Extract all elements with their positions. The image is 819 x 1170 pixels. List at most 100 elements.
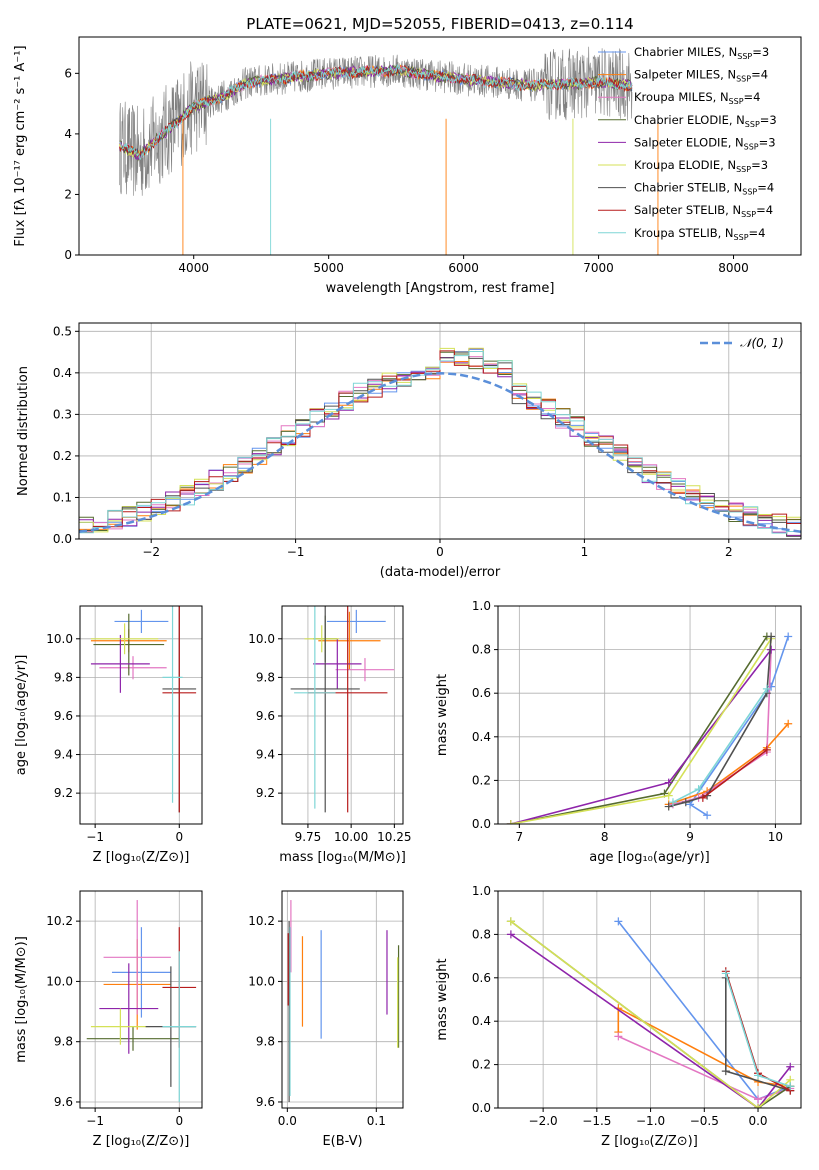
weight-marker [754,1071,763,1080]
y-axis-label: age [log₁₀(age/yr)] [14,655,29,776]
x-tick-label: −1.0 [636,1114,665,1128]
legend-subscript: SSP [734,233,749,242]
y-tick-label: 10.2 [248,914,275,928]
y-tick-label: 0.4 [53,366,72,380]
y-tick-label: 0.6 [472,686,491,700]
x-tick-label: 4000 [178,261,209,275]
y-tick-label: 0.3 [53,407,72,421]
weight-marker [767,682,776,691]
weight-marker [614,1032,623,1041]
legend-label: Kroupa ELODIE, NSSP=3 [634,158,768,174]
axes-frame [281,605,404,825]
x-tick-label: 8000 [718,261,749,275]
panel-age-vs-mass: 9.75 10.00 10.25 9.2 9.4 9.6 9.8 10.0 mass [log₁… [248,605,412,865]
x-tick-label: −2 [142,545,160,559]
x-tick-label: 7 [516,830,524,844]
x-tick-label: 0.0 [278,1114,297,1128]
y-tick-label: 10.0 [248,974,275,988]
y-tick-label: 1.0 [472,884,491,898]
axes-frame [79,890,203,1109]
weight-line [702,749,768,799]
legend-subscript: SSP [736,165,751,174]
legend-subscript: SSP [729,97,744,106]
panel-age-vs-z: −1 0 9.2 9.4 9.6 9.8 10.0 Z [log₁₀(Z/Z⊙)] age [l… [14,605,203,865]
legend-tail: =3 [760,113,777,127]
y-tick-label: 9.2 [54,786,73,800]
y-axis-label: mass weight [435,674,450,756]
y-tick-label: 0.4 [472,1014,491,1028]
panel-mass-vs-ebv: 0.0 0.1 9.6 9.8 10.0 10.2 E(B-V) [248,890,404,1149]
y-tick-label: 0.1 [53,490,72,504]
weight-marker [721,969,730,978]
model-spectrum-line [119,64,633,162]
y-tick-label: 0.8 [472,927,491,941]
x-axis-label: E(B-V) [322,1134,362,1149]
legend-label: Chabrier ELODIE, NSSP=3 [634,113,777,129]
y-tick-label: 9.4 [256,748,275,762]
x-axis-label: Z [log₁₀(Z/Z⊙)] [93,1134,190,1149]
x-tick-label: 1 [581,545,589,559]
y-tick-label: 9.8 [256,670,275,684]
y-tick-label: 9.8 [54,670,73,684]
weight-marker [681,798,690,807]
axes-frame [497,605,802,825]
weight-marker [694,785,703,794]
x-tick-label: 0 [175,830,183,844]
y-tick-label: 0.0 [472,817,491,831]
weight-marker [664,778,673,787]
y-tick-label: 0.4 [472,730,491,744]
histogram-step [79,351,801,539]
x-axis-label: wavelength [Angstrom, rest frame] [326,281,555,296]
plot-area [90,606,197,813]
legend-label: Kroupa STELIB, NSSP=4 [634,226,765,242]
weight-marker [754,1095,763,1104]
y-tick-label: 4 [64,127,72,141]
weight-line [510,933,791,1108]
y-tick-label: 0.0 [53,532,72,546]
y-axis-label: mass [log₁₀(M/M⊙)] [14,936,29,1063]
plot-area [79,347,801,539]
model-spectrum-line [119,64,633,160]
axes-frame [78,36,802,256]
y-tick-label: 10.2 [46,914,73,928]
legend-tail: =4 [756,203,773,217]
weight-marker [506,930,515,939]
weight-marker [762,745,771,754]
plot-area [506,917,795,1108]
panel-spectrum: 4000 5000 6000 7000 8000 0 2 4 6 wavelength [Angs… [13,36,802,296]
legend-subscript: SSP [736,75,751,84]
x-axis-label: Z [log₁₀(Z/Z⊙)] [601,1134,698,1149]
weight-marker [786,1082,795,1091]
data-spectrum-line [119,46,633,196]
figure-title: PLATE=0621, MJD=52055, FIBERID=0413, z=0… [246,15,633,33]
weight-marker [698,793,707,802]
x-tick-label: 9 [686,830,694,844]
x-axis-label: (data-model)/error [380,565,501,580]
y-tick-label: 9.4 [54,748,73,762]
y-tick-label: 10.0 [46,632,73,646]
legend-subscript: SSP [744,142,759,151]
weight-marker [506,917,515,926]
y-tick-label: 6 [64,66,72,80]
y-tick-label: 10.0 [248,632,275,646]
weight-marker [784,719,793,728]
y-tick-label: 9.2 [256,786,275,800]
legend-label: Kroupa MILES, NSSP=4 [634,90,760,106]
panel-weight-vs-age: 7 8 9 10 0.0 0.2 0.4 0.6 0.8 1.0 age [log₁₀(age/yr… [435,599,802,865]
weight-line [510,636,768,824]
legend-label: Salpeter STELIB, NSSP=4 [634,203,773,219]
x-tick-label: 6000 [448,261,479,275]
weight-marker [506,820,515,824]
normal-reference-curve [79,372,801,533]
weight-marker [762,684,771,693]
y-tick-label: 2 [64,187,72,201]
legend-label: Chabrier STELIB, NSSP=4 [634,181,774,197]
y-tick-label: 9.6 [54,1095,73,1109]
x-tick-label: 2 [725,545,733,559]
x-tick-label: 0 [436,545,444,559]
x-tick-label: −1 [86,830,104,844]
legend-tail: =4 [751,68,768,82]
plot-area [506,632,793,824]
weight-line [672,649,772,806]
